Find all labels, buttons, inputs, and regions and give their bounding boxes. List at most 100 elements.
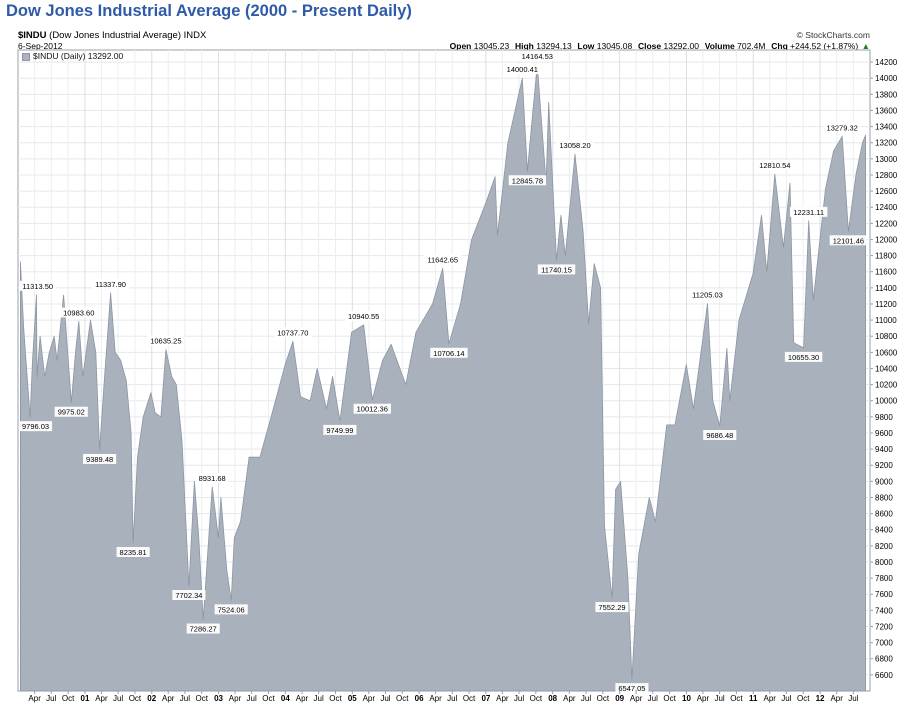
annotation-box [823,122,861,133]
x-tick-label: Jul [46,694,56,703]
annotation-label: 10706.14 [433,349,464,358]
y-tick-label: 9000 [875,477,893,486]
y-tick-label: 8600 [875,510,893,519]
annotation-label: 11205.03 [692,291,723,300]
annotation-box [424,254,462,265]
x-tick-label: Apr [229,694,242,703]
annotation-box [19,280,57,291]
annotation-box [595,602,629,613]
y-tick-label: 11200 [875,300,897,309]
y-tick-label: 9200 [875,461,893,470]
y-tick-label: 8400 [875,526,893,535]
x-tick-label: 10 [682,694,691,703]
annotation-box [91,278,130,289]
x-tick-label: Oct [396,694,409,703]
y-tick-label: 8000 [875,558,893,567]
y-tick-label: 11800 [875,252,897,261]
annotation-box [784,351,823,362]
annotation-box [83,453,117,464]
y-tick-label: 14200 [875,58,898,67]
open-label: Open [449,41,472,51]
symbol: $INDU [18,30,47,41]
y-tick-label: 12400 [875,203,898,212]
y-tick-label: 10200 [875,381,898,390]
annotation-box [195,472,229,483]
annotation-box [274,327,312,338]
x-tick-label: Apr [763,694,776,703]
x-tick-label: Jul [380,694,390,703]
x-tick-label: Jul [581,694,591,703]
brand-watermark: © StockCharts.com [796,30,870,40]
y-tick-label: 11600 [875,268,897,277]
y-tick-label: 13400 [875,123,898,132]
x-tick-label: Jul [180,694,190,703]
x-tick-label: 08 [548,694,557,703]
annotation-box [503,64,542,75]
x-tick-label: 09 [615,694,624,703]
x-tick-label: Apr [630,694,643,703]
annotation-box [789,206,828,217]
volume-label: Volume [704,41,735,51]
y-axis: 6600 6800 7000 7200 7400 7600 7800 8000 8200 8400… [870,58,898,680]
annotation-box [430,347,468,358]
x-tick-label: Oct [730,694,743,703]
x-tick-label: Jul [314,694,324,703]
y-tick-label: 13600 [875,106,898,115]
low-label: Low [577,41,595,51]
x-tick-label: 01 [81,694,90,703]
high-label: High [514,41,534,51]
price-area [20,64,866,692]
annotation-label: 7702.34 [175,591,202,600]
annotation-label: 9796.03 [22,422,49,431]
y-tick-label: 14000 [875,74,898,83]
annotation-label: 9389.48 [86,455,113,464]
y-tick-label: 7000 [875,639,893,648]
annotation-label: 10983.60 [63,308,94,317]
y-tick-label: 13200 [875,139,898,148]
y-tick-label: 12600 [875,187,898,196]
x-tick-label: 07 [481,694,490,703]
annotation-label: 12810.54 [759,161,790,170]
x-tick-label: Oct [129,694,142,703]
x-tick-label: 06 [415,694,424,703]
annotation-box [19,421,53,432]
annotation-box [508,175,547,186]
x-tick-label: Jul [113,694,123,703]
chg-value: +244.52 (+1.87%) [790,41,859,51]
annotation-box [116,546,150,557]
y-tick-label: 8800 [875,493,893,502]
symbol-description: (Dow Jones Industrial Average) [49,30,181,41]
x-tick-label: 02 [147,694,156,703]
y-tick-label: 7200 [875,622,893,631]
annotation-label: 7524.06 [218,605,245,614]
chart-legend: $INDU (Daily) 13292.00 [22,51,123,61]
annotation-label: 10737.70 [277,328,308,337]
annotation-label: 10635.25 [150,337,181,346]
y-tick-label: 8200 [875,542,893,551]
annotation-box [556,140,594,151]
x-tick-label: Oct [797,694,810,703]
annotation-label: 13279.32 [827,123,858,132]
y-tick-label: 6600 [875,671,893,680]
annotation-box [60,307,98,318]
x-tick-label: Oct [62,694,75,703]
volume-value: 702.4M [737,41,766,51]
x-tick-label: Oct [530,694,543,703]
x-tick-label: Apr [563,694,576,703]
y-tick-label: 10800 [875,332,898,341]
x-tick-label: Oct [663,694,676,703]
page-title: Dow Jones Industrial Average (2000 - Pre… [6,2,412,20]
x-tick-label: Jul [781,694,791,703]
annotation-box [323,424,357,435]
x-tick-label: Apr [429,694,442,703]
x-tick-label: Apr [496,694,509,703]
x-tick-label: Apr [830,694,843,703]
annotation-label: 10655.30 [788,353,819,362]
y-tick-label: 7800 [875,574,893,583]
x-tick-label: Jul [648,694,658,703]
annotation-label: 6547.05 [618,684,645,693]
annotation-label: 10940.55 [348,312,379,321]
x-tick-label: Apr [296,694,309,703]
x-tick-label: Jul [848,694,858,703]
